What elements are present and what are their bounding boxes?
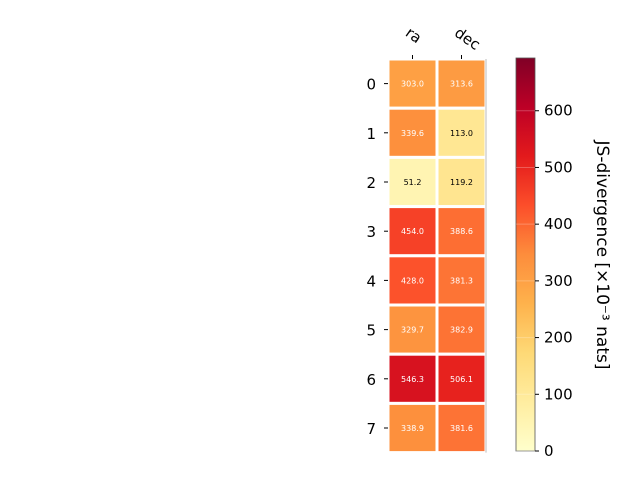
colorbar-tick-label: 200: [544, 329, 573, 347]
y-tick-label: 7: [366, 420, 376, 438]
x-tick-label: ra: [402, 24, 425, 48]
colorbar-tick-label: 400: [544, 215, 573, 233]
y-tick-label: 0: [366, 76, 376, 94]
heatmap-cell: [435, 401, 488, 455]
colorbar-tick-label: 600: [544, 102, 573, 120]
colorbar: 0 100 200 300 400 500 600 JS-divergence [×10⁻³ …: [515, 57, 612, 460]
cell-value-label: 546.3: [401, 375, 424, 384]
y-tick-label: 4: [366, 272, 376, 290]
cell-value-label: 119.2: [450, 178, 473, 187]
cell-value-label: 113.0: [450, 129, 473, 138]
colorbar-gradient: [515, 57, 536, 452]
cell-value-label: 338.9: [401, 424, 424, 433]
colorbar-tick-label: 300: [544, 272, 573, 290]
cell-value-label: 313.6: [450, 80, 473, 89]
cell-value-label: 339.6: [401, 129, 424, 138]
cell-value-label: 428.0: [401, 276, 424, 285]
heatmap-cell: [435, 254, 488, 307]
cell-value-label: 454.0: [401, 227, 424, 236]
x-tick-label: dec: [451, 24, 483, 54]
y-tick-label: 5: [366, 322, 376, 340]
colorbar-tick-label: 100: [544, 385, 573, 403]
y-tick-label: 3: [366, 223, 376, 241]
y-tick-label: 2: [366, 174, 376, 192]
cell-value-label: 381.3: [450, 276, 473, 285]
y-tick-label: 6: [366, 371, 376, 389]
cell-value-label: 382.9: [450, 326, 473, 335]
cell-value-label: 388.6: [450, 227, 473, 236]
cell-value-label: 51.2: [404, 178, 422, 187]
cell-value-label: 506.1: [450, 375, 473, 384]
cell-value-label: 303.0: [401, 80, 424, 89]
heatmap-cell: [435, 205, 488, 258]
colorbar-label: JS-divergence [×10⁻³ nats]: [592, 140, 612, 370]
cell-value-label: 329.7: [401, 326, 424, 335]
colorbar-tick-label: 0: [544, 442, 554, 460]
y-tick-label: 1: [366, 125, 376, 143]
heatmap-cells: 303.0 313.6 339.6 113.0 51.2 119.2 454.0 388.6 4…: [386, 57, 488, 455]
cell-value-label: 381.6: [450, 424, 473, 433]
colorbar-tick-label: 500: [544, 158, 573, 176]
